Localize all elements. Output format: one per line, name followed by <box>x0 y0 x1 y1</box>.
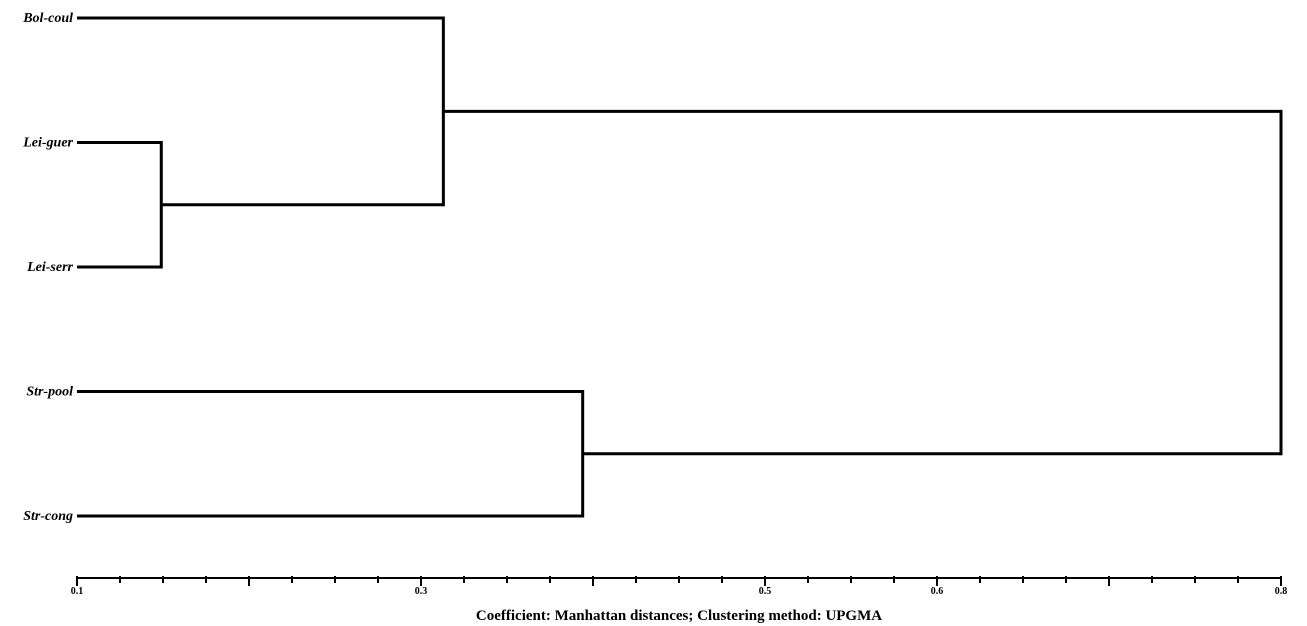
leaf-label-str-pool: Str-pool <box>26 385 73 400</box>
x-axis-tick-labels: 0.1 0.3 0.5 0.6 0.8 <box>71 586 1288 597</box>
leaf-label-lei-serr: Lei-serr <box>26 260 73 275</box>
leaf-label-bol-coul: Bol-coul <box>22 11 73 26</box>
x-tick-label: 0.1 <box>71 586 84 597</box>
leaf-labels: Bol-coul Lei-guer Lei-serr Str-pool Str-cong <box>22 11 73 524</box>
dendrogram-branches <box>77 16 1283 518</box>
x-tick-label: 0.6 <box>931 586 944 597</box>
leaf-label-str-cong: Str-cong <box>23 509 73 524</box>
leaf-label-lei-guer: Lei-guer <box>22 136 73 151</box>
x-axis-minor-ticks <box>76 576 1282 586</box>
x-tick-label: 0.8 <box>1275 586 1288 597</box>
x-axis: 0.1 0.3 0.5 0.6 0.8 <box>71 576 1288 597</box>
x-tick-label: 0.3 <box>415 586 428 597</box>
x-tick-label: 0.5 <box>759 586 772 597</box>
x-axis-title: Coefficient: Manhattan distances; Cluste… <box>476 608 882 624</box>
